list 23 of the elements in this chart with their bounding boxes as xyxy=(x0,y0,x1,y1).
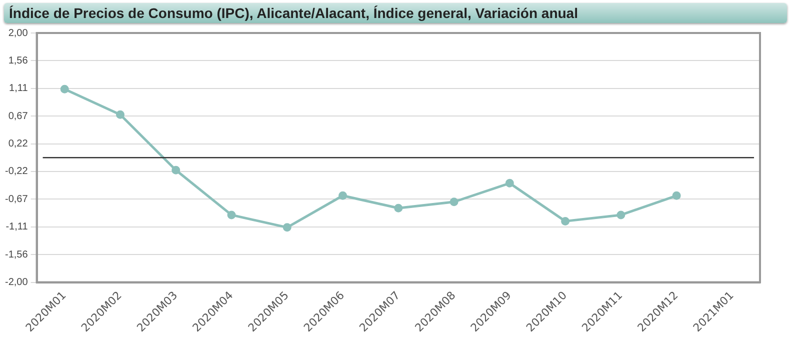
y-tick-label: 0,22 xyxy=(8,138,28,150)
point xyxy=(227,210,236,220)
point xyxy=(450,198,458,206)
y-tick-label: -2,00 xyxy=(4,277,28,288)
point xyxy=(505,178,514,188)
y-tick-label: 1,11 xyxy=(9,83,28,94)
point xyxy=(394,204,403,212)
y-tick-label: 1,56 xyxy=(8,55,28,66)
y-tick-label: 2,00 xyxy=(8,28,28,39)
point xyxy=(60,84,69,94)
point xyxy=(672,191,681,200)
y-tick-label: -1,56 xyxy=(4,249,28,260)
chart-title: Índice de Precios de Consumo (IPC), Alicante/Alacant, Índice general, Variación anual xyxy=(4,3,787,23)
point xyxy=(282,223,292,232)
point xyxy=(338,191,348,200)
y-tick-label: -0,67 xyxy=(4,194,28,205)
y-tick-label: -1,11 xyxy=(6,222,28,233)
y-tick-label: 0,67 xyxy=(8,110,28,122)
point xyxy=(172,166,180,174)
y-tick-label: -0,22 xyxy=(4,166,28,178)
point xyxy=(116,110,124,119)
point xyxy=(561,216,570,226)
point xyxy=(616,210,626,220)
